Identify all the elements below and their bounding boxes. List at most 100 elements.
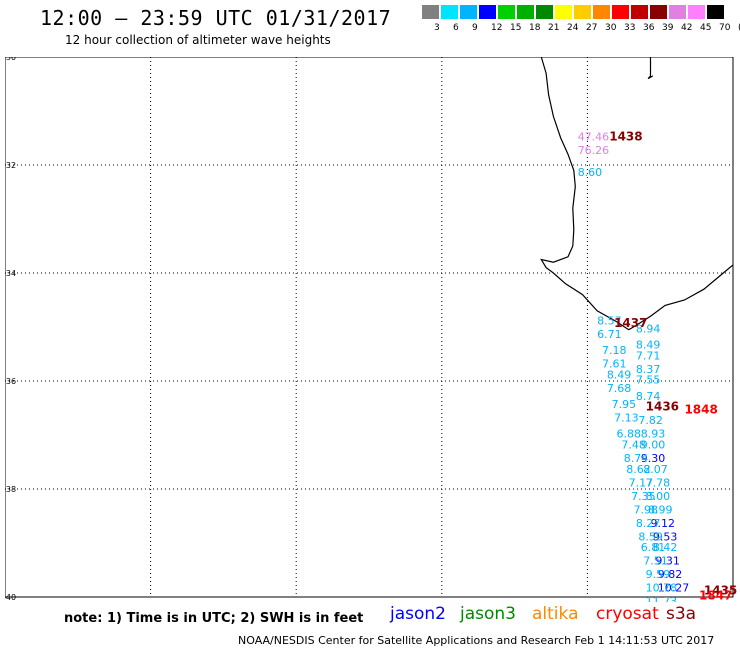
- coastline: [540, 57, 734, 331]
- wave-height-label: 7.51: [643, 555, 668, 568]
- page-subtitle: 12 hour collection of altimeter wave hei…: [65, 33, 331, 47]
- wave-height-label: 7.35: [631, 490, 656, 503]
- wave-height-label: 8.49: [636, 339, 661, 352]
- scale-label: 36: [643, 23, 655, 33]
- scale-label: 6: [453, 23, 459, 33]
- scale-label: (ft): [738, 23, 740, 33]
- scale-swatch: [460, 5, 477, 19]
- wave-height-label: 7.95: [612, 398, 637, 411]
- wave-height-label: 9.12: [650, 517, 675, 530]
- pass-time-label: 1435: [704, 583, 737, 597]
- scale-label: 24: [567, 23, 579, 33]
- scale-swatch: [688, 5, 705, 19]
- lat-axis-label: -40: [5, 593, 16, 602]
- wave-height-label: 7.82: [638, 414, 663, 427]
- scale-swatch: [574, 5, 591, 19]
- wave-height-label: 7.98: [634, 503, 659, 516]
- wave-height-label: 9.00: [641, 439, 666, 452]
- legend-item-s3a: s3a: [666, 604, 697, 624]
- legend-item-jason2: jason2: [390, 604, 446, 624]
- scale-label: 15: [510, 23, 522, 33]
- scale-swatch: [517, 5, 534, 19]
- credit-line: NOAA/NESDIS Center for Satellite Applica…: [238, 634, 715, 647]
- wave-height-label: 7.13: [614, 412, 639, 425]
- wave-height-label: 9.82: [658, 568, 683, 581]
- wave-height-label: 8.59: [638, 530, 663, 543]
- wave-height-label: 7.17: [629, 476, 654, 489]
- scale-label: 27: [586, 23, 598, 33]
- wave-height-label: 8.27: [636, 517, 661, 530]
- wave-height-label: 6.88: [617, 428, 642, 441]
- scale-label: 21: [548, 23, 560, 33]
- scale-swatch: [498, 5, 515, 19]
- wave-height-label: 8.93: [641, 428, 666, 441]
- lat-axis-label: -38: [5, 485, 16, 494]
- wave-height-label: 7.61: [602, 358, 627, 371]
- wave-height-label: 7.68: [607, 382, 632, 395]
- wave-height-label: 6.71: [597, 328, 622, 341]
- legend-item-altika: altika: [532, 604, 579, 624]
- wave-height-label: 8.37: [636, 363, 661, 376]
- wave-height-label: 9.59: [646, 568, 671, 581]
- wave-height-label: 47.46: [578, 131, 610, 144]
- scale-swatch: [536, 5, 553, 19]
- footer-note: note: 1) Time is in UTC; 2) SWH is in fe…: [64, 611, 364, 626]
- wave-height-label: 7.55: [636, 374, 661, 387]
- scale-label: 18: [529, 23, 541, 33]
- wave-height-label: 8.42: [653, 541, 678, 554]
- map-plot: -30-32-34-36-38-4010510811111411712047.4…: [5, 57, 737, 602]
- scale-label: 42: [681, 23, 693, 33]
- scale-swatch: [479, 5, 496, 19]
- scale-swatch: [422, 5, 439, 19]
- wave-height-label: 10.27: [658, 582, 690, 595]
- scale-label: 12: [491, 23, 503, 33]
- scale-label: 9: [472, 23, 478, 33]
- scale-swatch: [555, 5, 572, 19]
- wave-height-label: 10.78: [646, 582, 678, 595]
- wave-height-label: 7.48: [621, 439, 646, 452]
- lat-axis-label: -36: [5, 377, 16, 386]
- scale-swatch: [669, 5, 686, 19]
- wave-height-label: 9.30: [641, 452, 666, 465]
- wave-height-label: 7.78: [646, 476, 671, 489]
- wave-height-label: 8.74: [636, 390, 661, 403]
- wave-height-label: 7.18: [602, 344, 627, 357]
- wave-height-label: 8.74: [624, 452, 649, 465]
- wave-height-label: 8.99: [648, 503, 673, 516]
- pass-time-label: 1437: [614, 316, 647, 330]
- scale-swatch: [441, 5, 458, 19]
- pass-time-label: 1848: [684, 402, 717, 416]
- scale-swatch: [612, 5, 629, 19]
- wave-height-label: 9.31: [655, 555, 680, 568]
- wave-height-label: 8.49: [607, 368, 632, 381]
- legend-item-cryosat: cryosat: [596, 604, 659, 624]
- wave-height-label: 7.71: [636, 349, 661, 362]
- wave-height-label: 8.62: [626, 463, 651, 476]
- wave-height-label: 76.26: [578, 144, 610, 157]
- legend-item-jason3: jason3: [460, 604, 516, 624]
- scale-swatch: [650, 5, 667, 19]
- wave-height-label: 9.53: [653, 530, 678, 543]
- pass-time-label: 1436: [646, 400, 679, 414]
- wave-height-label: 8.07: [643, 463, 668, 476]
- scale-label: 70: [719, 23, 731, 33]
- map-frame: [5, 57, 734, 598]
- wave-height-label: 8.94: [636, 322, 661, 335]
- page-title: 12:00 – 23:59 UTC 01/31/2017: [40, 6, 392, 30]
- wave-height-label: 8.57: [597, 314, 622, 327]
- wave-height-label: 6.81: [641, 541, 666, 554]
- scale-label: 45: [700, 23, 712, 33]
- wave-height-label: 11.73: [646, 595, 678, 602]
- scale-swatch: [707, 5, 724, 19]
- lat-axis-label: -34: [5, 269, 16, 278]
- scale-swatch: [631, 5, 648, 19]
- pass-time-label: 1438: [609, 130, 642, 144]
- scale-label: 33: [624, 23, 636, 33]
- lake-outline: [647, 57, 654, 80]
- scale-label: 3: [434, 23, 440, 33]
- pass-time-label: 1847: [699, 589, 732, 602]
- wave-height-label: 8.60: [578, 166, 603, 179]
- wave-height-label: 8.00: [646, 490, 671, 503]
- lat-axis-label: -32: [5, 161, 16, 170]
- scale-label: 30: [605, 23, 617, 33]
